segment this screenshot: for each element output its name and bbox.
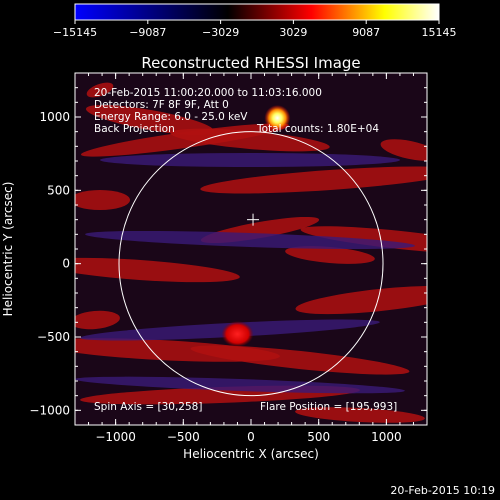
heatmap-band-negative xyxy=(85,230,415,250)
colorbar-tick-label: 3029 xyxy=(279,26,307,39)
annotation-flare-position: Flare Position = [195,993] xyxy=(260,401,397,413)
y-tick-label: −500 xyxy=(37,330,70,344)
heatmap-pattern xyxy=(75,82,427,423)
heatmap-band xyxy=(75,257,240,283)
x-tick-label: 1000 xyxy=(371,430,402,444)
secondary-source xyxy=(221,321,254,348)
heatmap-band xyxy=(285,246,375,264)
center-marker xyxy=(247,213,260,226)
solar-limb xyxy=(118,131,384,397)
flare-source xyxy=(264,105,291,132)
chart-title: Reconstructed RHESSI Image xyxy=(141,54,360,72)
image-area xyxy=(74,72,428,426)
colorbar-tick-label: −15145 xyxy=(53,26,97,39)
heatmap-band xyxy=(86,82,114,98)
colorbar-bar xyxy=(74,3,440,21)
y-tick-label: 1000 xyxy=(39,110,70,124)
y-tick-label: 0 xyxy=(62,257,70,271)
heatmap-band xyxy=(200,166,427,194)
colorbar: −15145 −9087 −3029 3029 9087 15145 xyxy=(53,3,457,39)
heatmap-band-negative xyxy=(75,376,405,394)
colorbar-ticks: −15145 −9087 −3029 3029 9087 15145 xyxy=(53,20,457,39)
annotations: 20-Feb-2015 11:00:20.000 to 11:03:16.000… xyxy=(94,87,397,413)
colorbar-tick-label: 9087 xyxy=(352,26,380,39)
annotation-counts: Total counts: 1.80E+04 xyxy=(256,123,379,135)
annotation-time-range: 20-Feb-2015 11:00:20.000 to 11:03:16.000 xyxy=(94,87,322,99)
heatmap-band xyxy=(295,285,427,315)
annotation-spin-axis: Spin Axis = [30,258] xyxy=(94,401,202,413)
x-tick-label: 0 xyxy=(247,430,255,444)
x-tick-label: −500 xyxy=(167,430,200,444)
footer-timestamp: 20-Feb-2015 10:19 xyxy=(390,484,495,497)
colorbar-tick-label: 15145 xyxy=(422,26,457,39)
heatmap-band-negative xyxy=(100,153,400,167)
x-axis: −1000 −500 0 500 1000 xyxy=(88,73,414,444)
y-axis: −1000 −500 0 500 1000 xyxy=(29,87,427,417)
heatmap-band xyxy=(75,190,130,210)
annotation-energy: Energy Range: 6.0 - 25.0 keV xyxy=(94,111,248,123)
heatmap-band xyxy=(190,345,410,375)
heatmap-band xyxy=(75,310,120,330)
colorbar-tick-label: −9087 xyxy=(129,26,166,39)
x-axis-label: Heliocentric X (arcsec) xyxy=(183,447,319,461)
y-axis-label: Heliocentric Y (arcsec) xyxy=(1,182,15,317)
heatmap-band xyxy=(380,139,427,161)
x-tick-label: 500 xyxy=(307,430,330,444)
heatmap-band xyxy=(295,407,425,423)
heatmap-band xyxy=(170,128,330,152)
annotation-method: Back Projection xyxy=(94,123,175,135)
y-tick-label: 500 xyxy=(47,183,70,197)
colorbar-tick-label: −3029 xyxy=(202,26,239,39)
annotation-detectors: Detectors: 7F 8F 9F, Att 0 xyxy=(94,99,229,111)
heatmap-band xyxy=(300,226,427,254)
y-tick-label: −1000 xyxy=(29,403,70,417)
heatmap-band xyxy=(85,105,215,135)
x-tick-label: −1000 xyxy=(95,430,136,444)
